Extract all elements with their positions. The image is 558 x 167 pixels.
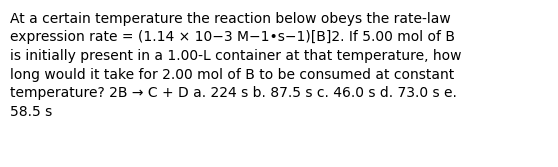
Text: At a certain temperature the reaction below obeys the rate-law
expression rate =: At a certain temperature the reaction be… xyxy=(10,12,461,119)
